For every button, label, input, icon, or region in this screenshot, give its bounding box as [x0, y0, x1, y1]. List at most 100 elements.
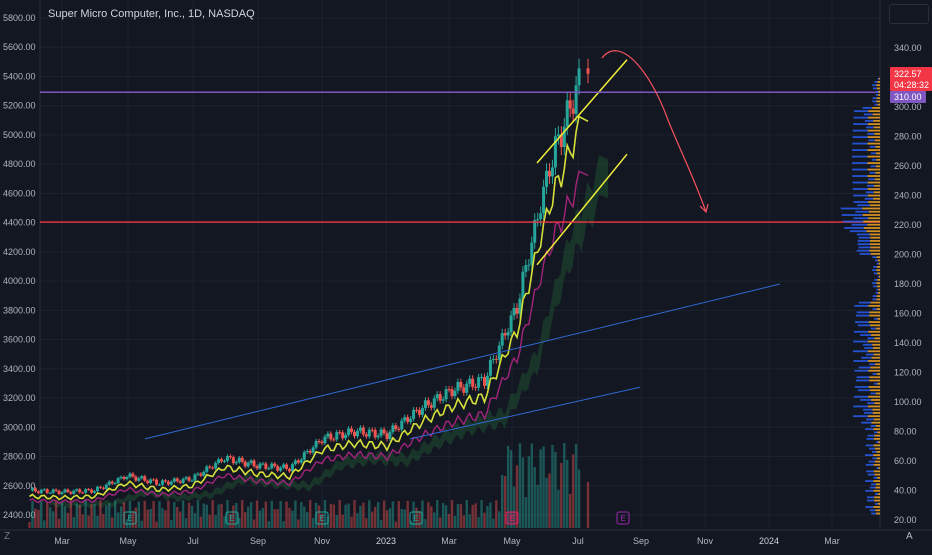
right-axis-tick: 40.00: [894, 486, 917, 496]
volume-bar: [483, 512, 486, 528]
volume-profile-bar: [849, 230, 867, 233]
volume-bar: [276, 509, 279, 528]
volume-profile-bar: [857, 240, 870, 242]
candle-body: [223, 460, 226, 462]
volume-profile-bar: [876, 100, 880, 103]
volume-bar: [170, 519, 173, 528]
candle-body: [326, 433, 330, 437]
volume-profile-bar: [866, 437, 874, 440]
volume-bar: [542, 446, 545, 528]
candle-body: [63, 489, 67, 493]
volume-bar: [509, 450, 513, 528]
volume-profile-bar: [874, 103, 878, 106]
volume-bar: [217, 504, 220, 528]
right-axis-tick: 260.00: [894, 161, 922, 171]
volume-bar: [102, 513, 105, 528]
toolbar-button[interactable]: [889, 4, 929, 24]
volume-bar: [40, 500, 43, 528]
candle-body: [231, 457, 235, 464]
volume-profile-bar: [872, 97, 877, 100]
candle-body: [385, 433, 389, 440]
volume-bar: [391, 501, 395, 528]
volume-bar: [99, 500, 102, 528]
candle-body: [51, 489, 55, 493]
level-badge: [890, 91, 926, 103]
volume-bar: [57, 518, 61, 528]
candle-body: [353, 431, 356, 437]
volume-bar: [202, 503, 206, 528]
volume-bar: [241, 500, 244, 528]
zoom-toggle[interactable]: Z: [4, 531, 11, 542]
volume-profile-bar: [864, 119, 874, 122]
candle-body: [296, 460, 300, 463]
volume-bar: [365, 518, 368, 528]
volume-profile-bar: [877, 382, 880, 385]
candle-body: [225, 456, 229, 461]
auto-scale-button[interactable]: A: [906, 531, 913, 542]
volume-profile-bar: [873, 126, 880, 129]
volume-bar: [149, 508, 152, 528]
candle-body: [556, 134, 560, 137]
volume-bar: [557, 489, 560, 528]
volume-bar: [571, 454, 575, 528]
volume-bar: [536, 484, 539, 528]
candle-body: [134, 476, 138, 481]
volume-bar: [385, 510, 389, 528]
volume-bar: [78, 504, 81, 528]
candle-body: [160, 480, 164, 485]
volume-profile-bar: [866, 470, 874, 473]
volume-profile-bar: [876, 512, 880, 515]
candle-body: [273, 463, 277, 467]
volume-profile-bar: [853, 415, 868, 418]
volume-profile-bar: [858, 246, 871, 249]
volume-profile-bar: [877, 77, 879, 80]
volume-profile-bar: [876, 285, 880, 288]
right-axis-tick: 80.00: [894, 427, 917, 437]
volume-profile-bar: [865, 444, 874, 447]
volume-profile-bar: [865, 454, 874, 457]
candle-body: [30, 488, 34, 491]
volume-bar: [409, 520, 412, 528]
volume-profile-bar: [853, 201, 869, 203]
volume-profile-bar: [875, 441, 879, 444]
volume-profile-bar: [867, 350, 880, 353]
volume-bar: [353, 500, 356, 528]
candle-body: [261, 463, 265, 465]
candle-body: [163, 480, 167, 482]
volume-bar: [430, 506, 433, 528]
volume-profile-bar: [877, 493, 880, 495]
volume-profile-bar: [873, 506, 880, 508]
volume-profile-bar: [873, 437, 880, 440]
volume-profile-bar: [869, 240, 880, 242]
volume-profile-bar: [876, 84, 880, 87]
volume-bar: [506, 445, 510, 528]
time-axis-tick: Nov: [314, 536, 331, 546]
volume-profile-bar: [869, 376, 880, 379]
candle-body: [435, 394, 439, 399]
left-axis-tick: 4200.00: [3, 247, 36, 257]
volume-profile-bar: [875, 483, 880, 486]
volume-bar: [480, 500, 483, 528]
volume-profile-bar: [873, 470, 880, 473]
volume-profile-bar: [857, 243, 870, 246]
volume-bar: [548, 473, 551, 528]
volume-profile-bar: [872, 269, 877, 272]
volume-bar: [400, 508, 403, 528]
candle-body: [246, 462, 250, 467]
volume-bar: [90, 504, 93, 528]
candle-body: [444, 389, 448, 400]
candle-body: [418, 410, 421, 415]
candle-body: [184, 477, 188, 479]
candle-body: [264, 463, 268, 469]
candle-body: [450, 389, 454, 397]
candle-body: [503, 333, 507, 336]
volume-profile-bar: [871, 483, 876, 486]
volume-bar: [146, 509, 149, 528]
volume-profile: [840, 77, 880, 515]
candle-body: [33, 488, 37, 492]
volume-profile-bar: [870, 152, 876, 155]
volume-profile-bar: [867, 496, 875, 499]
candle-body: [84, 489, 88, 493]
candle-body: [155, 479, 159, 485]
